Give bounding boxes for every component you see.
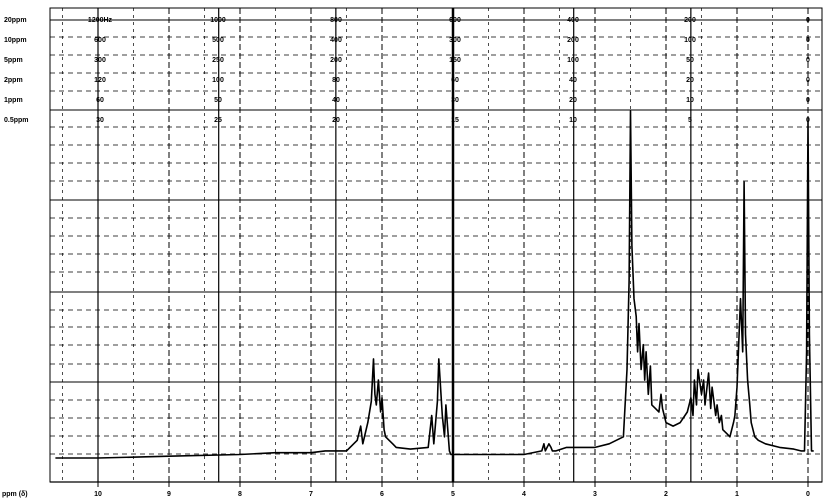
sweep-scale-tick-label: 400: [567, 17, 579, 24]
sweep-scale-tick-label: 300: [94, 57, 106, 64]
sweep-scale-tick-label: 300: [449, 37, 461, 44]
sweep-scale-tick-label: 30: [96, 117, 104, 124]
x-tick-label: 6: [380, 491, 384, 498]
sweep-scale-tick-label: 0: [806, 117, 810, 124]
x-tick-label: 5: [451, 491, 455, 498]
sweep-scale-tick-label: 0: [806, 97, 810, 104]
x-axis: ppm (δ) 10 9 8 7 6 5 4 3 2 1 0: [2, 481, 822, 498]
sweep-scale-tick-label: 100: [212, 77, 224, 84]
sweep-range-label: 0.5ppm: [4, 117, 29, 124]
x-axis-label: ppm (δ): [2, 491, 28, 498]
sweep-range-label: 5ppm: [4, 57, 23, 64]
chart-grid: [49, 7, 823, 483]
x-tick-label: 7: [309, 491, 313, 498]
sweep-scale-tick-label: 50: [214, 97, 222, 104]
x-tick-label: 1: [735, 491, 739, 498]
sweep-scale-tick-label: 0: [806, 77, 810, 84]
sweep-scale-tick-label: 60: [96, 97, 104, 104]
sweep-scale-tick-label: 15: [451, 117, 459, 124]
sweep-scale-tick-label: 400: [330, 37, 342, 44]
x-tick-label: 9: [167, 491, 171, 498]
sweep-range-label: 20ppm: [4, 17, 27, 24]
spectrum-line: [55, 110, 814, 459]
sweep-scale-tick-label: 10: [686, 97, 694, 104]
sweep-scale-tick-label: 5: [688, 117, 692, 124]
sweep-scale-tick-label: 40: [569, 77, 577, 84]
sweep-scale-tick-label: 60: [451, 77, 459, 84]
sweep-scale-tick-label: 80: [332, 77, 340, 84]
x-tick-label: 2: [664, 491, 668, 498]
sweep-range-label: 2ppm: [4, 77, 23, 84]
spectrum-trace: [55, 110, 814, 459]
sweep-scale-tick-label: 50: [686, 57, 694, 64]
sweep-scale-tick-label: 200: [330, 57, 342, 64]
sweep-scale-tick-label: 0: [806, 57, 810, 64]
sweep-scale-tick-label: 20: [686, 77, 694, 84]
sweep-scale-tick-label: 40: [332, 97, 340, 104]
sweep-range-label: 1ppm: [4, 97, 23, 104]
sweep-scale-tick-label: 0: [806, 17, 810, 24]
sweep-scale-tick-label: 20: [569, 97, 577, 104]
sweep-scale-tick-label: 200: [684, 17, 696, 24]
sweep-scale-tick-label: 600: [94, 37, 106, 44]
sweep-scale-tick-label: 150: [449, 57, 461, 64]
sweep-scale-tick-label: 1200Hz: [88, 17, 113, 24]
x-tick-label: 10: [94, 491, 102, 498]
x-tick-label: 3: [593, 491, 597, 498]
sweep-scale-tick-label: 800: [330, 17, 342, 24]
sweep-scale-tick-label: 1000: [210, 17, 226, 24]
sweep-scale-tick-label: 0: [806, 37, 810, 44]
x-tick-label: 0: [806, 491, 810, 498]
sweep-scale-tick-label: 20: [332, 117, 340, 124]
sweep-scale-tick-label: 25: [214, 117, 222, 124]
sweep-scale-tick-label: 500: [212, 37, 224, 44]
sweep-scale-tick-label: 10: [569, 117, 577, 124]
sweep-range-label: 10ppm: [4, 37, 27, 44]
sweep-scale-tick-label: 200: [567, 37, 579, 44]
sweep-scale-tick-label: 30: [451, 97, 459, 104]
sweep-scale-tick-label: 100: [684, 37, 696, 44]
sweep-scale-tick-label: 600: [449, 17, 461, 24]
sweep-scale-tick-label: 120: [94, 77, 106, 84]
x-tick-label: 8: [238, 491, 242, 498]
x-tick-label: 4: [522, 491, 526, 498]
sweep-scale-tick-label: 250: [212, 57, 224, 64]
sweep-scale-tick-label: 100: [567, 57, 579, 64]
